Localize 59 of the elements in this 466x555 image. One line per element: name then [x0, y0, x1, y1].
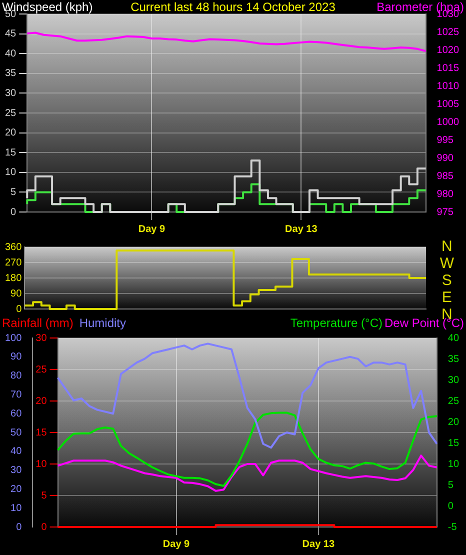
y3-tick-label: 80 [10, 370, 22, 382]
y-tick-label: 0 [16, 304, 22, 315]
y-tick-label: 90 [10, 288, 22, 300]
y2-tick-label: 30 [448, 374, 460, 386]
y-tick-label: 180 [4, 272, 22, 284]
text: Temperature (°C) [290, 316, 383, 330]
x-tick-label: Day 9 [162, 538, 190, 550]
y2-tick-label: 980 [436, 188, 454, 200]
y2-tick-label: 10 [448, 458, 460, 470]
y-tick-label: 0 [10, 206, 17, 218]
y-tick-label: 270 [4, 257, 22, 268]
y-tick-label: 5 [41, 490, 48, 502]
y-tick-label: 0 [41, 522, 48, 533]
y2-tick-label: 15 [448, 438, 460, 449]
y-tick-label: 40 [5, 48, 17, 60]
y2-tick-label: 25 [448, 396, 460, 407]
y2-tick-label: -5 [448, 522, 458, 533]
y3-tick-label: 70 [10, 389, 22, 400]
y-tick-label: 20 [5, 128, 17, 139]
y-tick-label: 25 [5, 108, 17, 119]
y2-tick-label: 5 [448, 480, 454, 491]
y-tick-label: 25 [36, 364, 48, 376]
y2-tick-label: 1005 [436, 98, 460, 110]
y-tick-label: 15 [5, 147, 17, 158]
y-tick-label: 20 [36, 396, 48, 407]
text: S [440, 272, 453, 289]
y2-tick-label: 40 [448, 332, 460, 344]
text: E [440, 289, 453, 306]
y-tick-label: 10 [36, 458, 48, 470]
y2-tick-label: 1025 [436, 26, 460, 38]
y2-tick-label: 990 [436, 152, 454, 164]
y2-tick-label: 1010 [436, 80, 460, 92]
y3-tick-label: 60 [10, 408, 22, 420]
text: Humidity [79, 316, 126, 330]
text: N [440, 238, 454, 255]
y-tick-label: 30 [5, 88, 17, 99]
y-tick-label: 45 [5, 28, 17, 40]
y2-tick-label: 0 [448, 500, 454, 512]
text: Rainfall (mm) [2, 316, 74, 330]
y2-tick-label: 1020 [436, 44, 460, 56]
chart-title: Current last 48 hours 14 October 2023 [130, 0, 336, 14]
y-tick-label: 35 [5, 68, 17, 80]
y-tick-label: 5 [10, 186, 17, 198]
y2-tick-label: 985 [436, 170, 454, 182]
y3-tick-label: 100 [4, 332, 22, 344]
y-tick-label: 15 [36, 427, 48, 438]
y2-tick-label: 995 [436, 134, 454, 146]
y2-tick-label: 975 [436, 206, 454, 218]
x-tick-label: Day 9 [138, 224, 166, 235]
y-tick-label: 360 [4, 242, 22, 253]
y2-tick-label: 1000 [436, 116, 460, 128]
y-tick-label: 30 [36, 332, 48, 344]
text: W [440, 255, 454, 272]
x-tick-label: Day 13 [302, 538, 335, 550]
x-tick-label: Day 13 [285, 224, 318, 235]
y2-tick-label: 1015 [436, 62, 460, 74]
y2-tick-label: 20 [448, 416, 460, 428]
y-tick-label: 10 [5, 167, 17, 178]
y2-tick-label: 35 [448, 354, 460, 365]
